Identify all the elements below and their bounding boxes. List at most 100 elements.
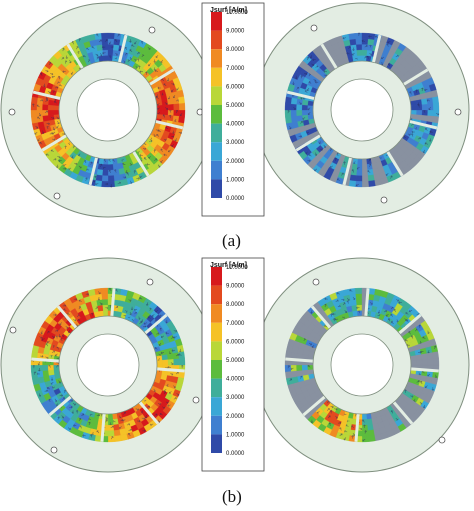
current-vector-arrow xyxy=(303,72,308,75)
field-cell xyxy=(426,352,434,360)
field-cell xyxy=(178,96,185,104)
sector-gap xyxy=(354,413,360,442)
current-density-field xyxy=(30,32,186,188)
current-vector-arrow xyxy=(367,170,371,173)
field-cell xyxy=(156,355,163,361)
current-vector-arrow xyxy=(153,149,156,153)
current-vector-arrow xyxy=(411,130,415,134)
field-cell xyxy=(107,32,115,40)
field-cell xyxy=(42,104,49,111)
current-vector-arrow xyxy=(50,377,54,381)
bolt-hole xyxy=(192,396,200,404)
current-vector-arrow xyxy=(427,330,430,335)
current-vector-arrow xyxy=(415,89,418,93)
field-cell xyxy=(167,104,174,111)
current-vector-arrow xyxy=(64,60,68,64)
current-vector-arrow xyxy=(398,301,402,304)
current-vector-arrow xyxy=(39,355,44,358)
field-cell xyxy=(410,100,417,106)
current-vector-arrow xyxy=(409,91,412,95)
field-cell xyxy=(167,109,174,116)
current-vector-arrow xyxy=(124,46,128,51)
current-vector-arrow xyxy=(158,342,162,346)
sector-gap xyxy=(155,119,184,130)
current-vector-arrow xyxy=(135,408,140,411)
current-vector-arrow xyxy=(289,378,292,382)
current-vector-arrow xyxy=(368,35,372,38)
current-vector-arrow xyxy=(352,432,356,437)
current-vector-arrow xyxy=(117,33,120,37)
current-vector-arrow xyxy=(334,318,339,321)
field-cell xyxy=(368,435,376,442)
sector-gap xyxy=(398,313,422,335)
legend-tick-label: 5.0000 xyxy=(226,103,245,109)
current-vector-arrow xyxy=(78,38,81,42)
current-vector-arrow xyxy=(47,90,51,94)
current-vector-arrow xyxy=(104,39,108,42)
field-cell xyxy=(421,98,428,105)
current-vector-arrow xyxy=(362,438,366,442)
current-vector-arrow xyxy=(390,410,394,414)
shaft-bore xyxy=(330,78,394,142)
field-cell xyxy=(367,174,375,182)
current-vector-arrow xyxy=(134,41,137,45)
machine-a-right xyxy=(254,2,470,218)
field-cell xyxy=(87,33,96,42)
shaft-bore xyxy=(76,78,140,142)
current-vector-arrow xyxy=(323,144,326,148)
current-vector-arrow xyxy=(45,343,49,347)
field-cell xyxy=(355,38,363,45)
legend-color-swatch xyxy=(211,304,222,323)
current-vector-arrow xyxy=(40,330,43,335)
field-cell xyxy=(356,169,363,176)
sector-gap xyxy=(88,157,99,186)
current-vector-arrow xyxy=(174,138,177,142)
legend-a: Jsurf [A/m] 10.0000 9.0000 8.0000 7.0000 6.0… xyxy=(201,2,265,217)
current-vector-arrow xyxy=(32,103,35,107)
current-vector-arrow xyxy=(72,319,77,322)
sector-gap xyxy=(31,357,60,363)
current-vector-arrow xyxy=(349,289,353,292)
legend-tick-label: 7.0000 xyxy=(226,66,245,72)
field-cell xyxy=(416,359,423,366)
current-vector-arrow xyxy=(157,86,162,90)
current-vector-arrow xyxy=(62,47,65,52)
sector-gap xyxy=(409,119,438,130)
current-vector-arrow xyxy=(59,322,62,326)
legend-tick-label: 3.0000 xyxy=(226,140,245,146)
sector-gap xyxy=(132,150,150,177)
legend-tick-label: 8.0000 xyxy=(226,302,245,308)
current-vector-arrow xyxy=(293,106,296,110)
current-vector-arrow xyxy=(114,39,118,43)
current-vector-arrow xyxy=(390,313,394,317)
current-vector-arrow xyxy=(173,336,177,339)
field-cell xyxy=(410,355,417,361)
current-vector-arrow xyxy=(162,114,166,118)
field-cell xyxy=(348,180,356,187)
current-vector-arrow xyxy=(146,405,151,408)
field-cell xyxy=(301,109,308,116)
field-cell xyxy=(107,175,115,182)
field-cell xyxy=(421,109,428,116)
current-vector-arrow xyxy=(334,407,338,411)
field-cell xyxy=(421,359,428,366)
current-vector-arrow xyxy=(131,44,135,47)
current-vector-arrow xyxy=(78,165,82,169)
field-cell xyxy=(290,97,298,105)
current-vector-arrow xyxy=(46,122,50,125)
current-vector-arrow xyxy=(69,59,72,64)
current-vector-arrow xyxy=(391,321,394,325)
field-cell xyxy=(410,105,417,111)
current-vector-arrow xyxy=(70,71,74,75)
current-vector-arrow xyxy=(332,312,336,316)
current-vector-arrow xyxy=(38,367,41,372)
field-cell xyxy=(98,310,104,317)
bolt-hole xyxy=(8,108,16,116)
current-vector-arrow xyxy=(173,397,177,400)
current-vector-arrow xyxy=(176,87,180,91)
current-vector-arrow xyxy=(78,418,82,422)
field-cell xyxy=(113,174,121,182)
field-cell xyxy=(352,310,358,317)
current-vector-arrow xyxy=(160,351,165,355)
